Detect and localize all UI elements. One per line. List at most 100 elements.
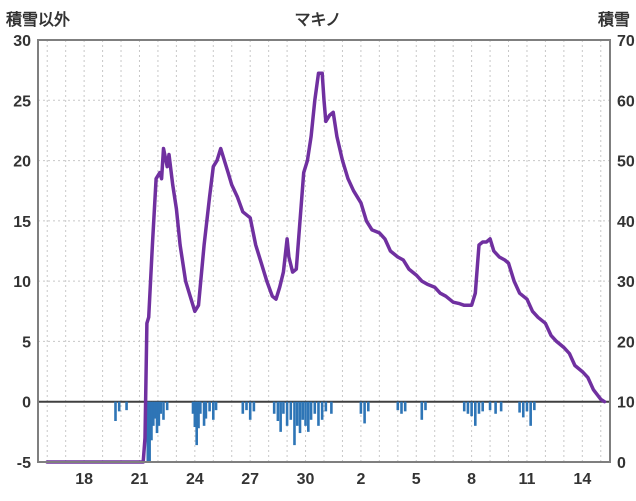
precip-bar bbox=[165, 401, 169, 411]
x-tick-label: 11 bbox=[519, 471, 536, 488]
right-axis-title: 積雪 bbox=[597, 12, 630, 29]
precip-bar bbox=[317, 401, 320, 426]
left-axis-title: 積雪以外 bbox=[6, 12, 71, 29]
precip-bar bbox=[470, 401, 473, 417]
x-tick-label: 30 bbox=[297, 471, 315, 488]
precip-bar bbox=[152, 401, 155, 426]
precip-bar bbox=[197, 401, 200, 429]
precip-bar bbox=[366, 401, 370, 412]
right-tick-label: 50 bbox=[617, 154, 635, 171]
precip-bar bbox=[420, 401, 424, 420]
precip-bar bbox=[162, 401, 165, 420]
precip-bar bbox=[301, 401, 305, 420]
precip-bar bbox=[477, 401, 481, 414]
precip-bar bbox=[204, 401, 208, 419]
precip-bar bbox=[125, 401, 128, 411]
left-tick-label: 10 bbox=[13, 274, 31, 291]
precip-bar bbox=[304, 401, 307, 426]
precip-bar bbox=[214, 401, 218, 411]
precip-bar bbox=[488, 401, 492, 411]
precip-bar bbox=[289, 401, 293, 420]
precip-bar bbox=[533, 401, 536, 411]
precip-bar bbox=[307, 401, 310, 432]
precip-bar bbox=[525, 401, 529, 412]
precip-bar bbox=[282, 401, 285, 414]
precip-bar bbox=[295, 401, 299, 426]
x-tick-label: 8 bbox=[467, 471, 476, 488]
precip-bar bbox=[117, 401, 121, 412]
right-tick-label: 0 bbox=[617, 455, 626, 472]
precip-bar bbox=[159, 401, 163, 414]
precip-bar bbox=[150, 401, 153, 441]
plot-border bbox=[37, 39, 611, 463]
precip-bar bbox=[403, 401, 407, 412]
precip-bar bbox=[285, 401, 289, 426]
precip-bar bbox=[199, 401, 202, 414]
precip-bar bbox=[298, 401, 302, 434]
precip-bar bbox=[211, 401, 215, 420]
precip-bar bbox=[191, 401, 195, 414]
right-tick-label: 20 bbox=[617, 334, 635, 351]
precip-bar bbox=[279, 401, 282, 432]
precip-bar bbox=[276, 401, 280, 422]
precip-bar bbox=[193, 401, 197, 428]
left-tick-label: 30 bbox=[13, 33, 31, 50]
precip-bar bbox=[309, 401, 313, 420]
precip-bar bbox=[248, 401, 252, 420]
precip-bar bbox=[293, 401, 296, 446]
precip-bar bbox=[252, 401, 256, 412]
right-tick-label: 10 bbox=[617, 395, 635, 412]
precip-bar bbox=[320, 401, 324, 420]
precip-bar bbox=[499, 401, 503, 412]
right-tick-label: 70 bbox=[617, 33, 635, 50]
precip-bar bbox=[529, 401, 532, 426]
x-tick-label: 27 bbox=[241, 471, 259, 488]
precip-bar bbox=[241, 401, 245, 414]
precip-bar bbox=[363, 401, 366, 424]
precip-bar bbox=[146, 401, 150, 462]
precip-bar bbox=[481, 401, 484, 412]
precip-bar bbox=[474, 401, 477, 426]
precip-bar bbox=[359, 401, 363, 414]
x-tick-label: 2 bbox=[356, 471, 365, 488]
left-tick-label: 15 bbox=[13, 214, 31, 231]
precip-bar bbox=[155, 401, 159, 434]
precip-bar bbox=[313, 401, 317, 414]
x-tick-label: 5 bbox=[412, 471, 421, 488]
x-tick-label: 14 bbox=[573, 471, 591, 488]
precip-bar bbox=[518, 401, 521, 413]
precip-bar bbox=[195, 401, 198, 446]
precip-bar bbox=[330, 401, 333, 414]
x-tick-label: 24 bbox=[186, 471, 204, 488]
precip-bar bbox=[202, 401, 206, 426]
left-tick-label: 0 bbox=[22, 395, 31, 412]
right-tick-label: 30 bbox=[617, 274, 635, 291]
precip-bar bbox=[462, 401, 466, 412]
precip-bar bbox=[494, 401, 497, 414]
right-tick-label: 40 bbox=[617, 214, 635, 231]
precip-bar bbox=[245, 401, 248, 411]
precip-bar bbox=[148, 401, 151, 462]
snow-depth-line bbox=[45, 71, 607, 464]
precip-bar bbox=[208, 401, 211, 412]
x-tick-label: 18 bbox=[75, 471, 93, 488]
left-tick-label: 20 bbox=[13, 154, 31, 171]
precip-bar bbox=[396, 401, 400, 411]
precip-bar bbox=[157, 401, 161, 426]
precip-bar bbox=[400, 401, 403, 414]
precip-bar bbox=[153, 401, 157, 419]
right-tick-label: 60 bbox=[617, 93, 635, 110]
precip-bar bbox=[466, 401, 470, 414]
precip-bar bbox=[424, 401, 427, 411]
left-tick-label: -5 bbox=[17, 455, 31, 472]
precip-bar bbox=[324, 401, 328, 412]
precip-bar bbox=[272, 401, 276, 414]
chart-title: マキノ bbox=[294, 12, 342, 29]
precip-bar bbox=[114, 401, 117, 422]
precip-bar bbox=[521, 401, 525, 418]
left-tick-label: 5 bbox=[22, 334, 31, 351]
x-tick-label: 21 bbox=[131, 471, 149, 488]
left-tick-label: 25 bbox=[13, 93, 31, 110]
